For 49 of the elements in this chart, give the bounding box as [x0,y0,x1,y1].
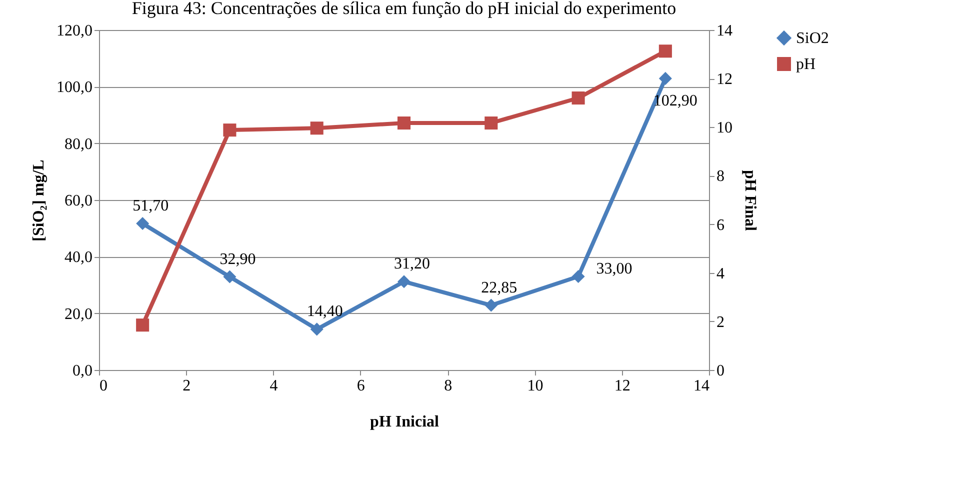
point [658,72,672,85]
y-tick-label: 0,0 [72,362,92,380]
y-axis-title: [SiO₂] mg/L [30,160,48,242]
point [310,122,324,135]
x-tick-label: 6 [356,378,365,394]
y2-tick-label: 8 [716,168,724,186]
x-tick-label: 2 [182,378,191,394]
x-tick-label: 0 [100,378,108,394]
data-label: 14,40 [306,303,343,320]
x-tick-label: 4 [270,378,278,394]
x-tick-label: 12 [614,378,630,394]
point [484,116,498,130]
point [572,270,585,284]
y2-tick-label: 6 [716,216,724,234]
point [310,322,324,336]
point [136,318,150,332]
y2-tick-label: 12 [716,71,732,88]
x-tick-label: 10 [527,378,544,394]
y-tick-label: 40,0 [64,249,92,266]
point [397,275,411,288]
y-tick-label: 120,0 [56,22,92,40]
y2-tick-label: 2 [716,314,724,331]
x-axis-title: pH Inicial [370,414,440,430]
chart-title: Figura 43: Concentrações de sílica em função do pH inicial do experimento [132,0,676,18]
data-label: 32,90 [220,250,256,268]
x-tick-label: 8 [444,378,452,394]
data-label: 31,20 [394,256,430,273]
legend-label: SiO2 [796,30,829,47]
y-tick-label: 60,0 [64,192,92,210]
legend-label: pH [796,56,816,73]
y2-tick-label: 0 [716,362,724,380]
y2-tick-label: 10 [716,120,732,137]
y2-tick-label: 4 [716,265,724,282]
data-label: 51,70 [132,198,169,215]
y-tick-label: 80,0 [64,136,92,153]
data-label: 22,85 [481,279,518,296]
point [484,298,498,312]
point [223,124,236,137]
point [223,270,236,284]
y2-axis-title: pH Final [742,170,758,232]
data-label: 33,00 [596,260,632,278]
y2-tick-label: 14 [716,22,732,40]
x-tick-label: 14 [694,378,710,394]
point [658,44,672,58]
y-tick-label: 100,0 [56,79,92,96]
point [572,91,585,105]
y-tick-label: 20,0 [64,306,92,323]
point [397,116,411,130]
point [136,217,150,230]
